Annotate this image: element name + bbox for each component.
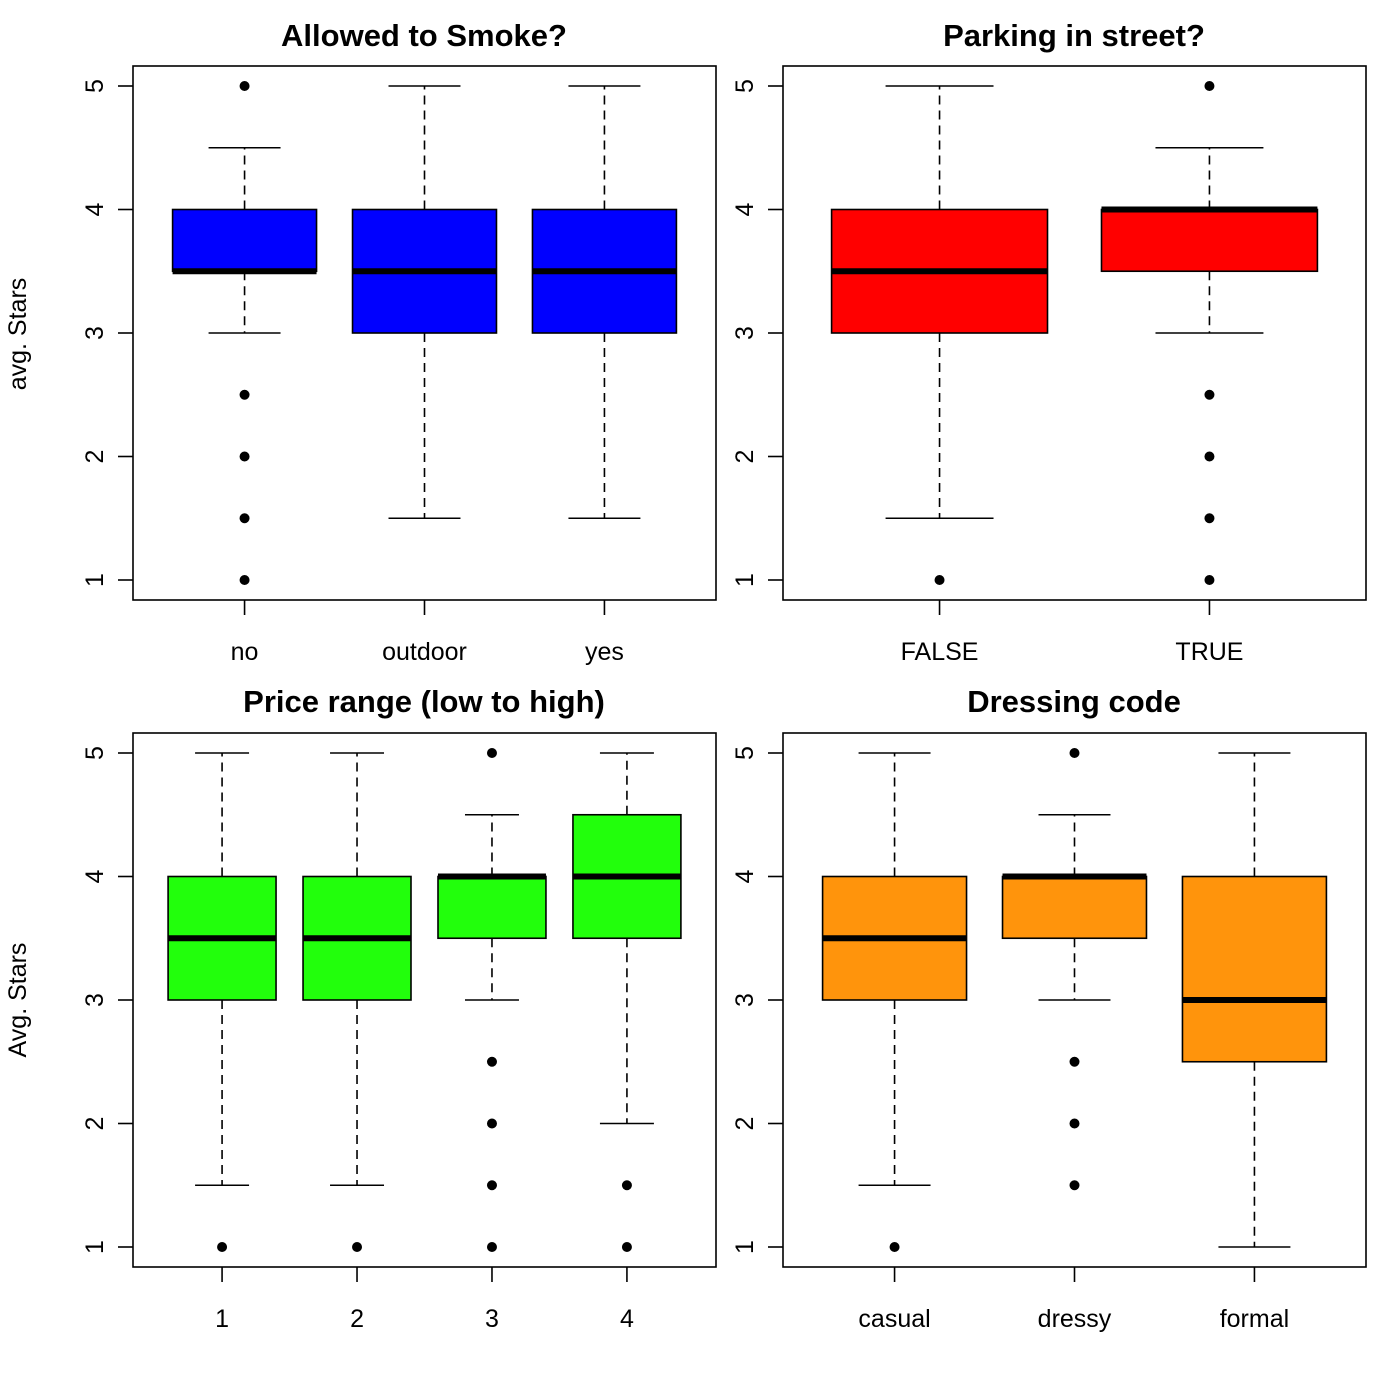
outlier-point [1204, 575, 1215, 585]
panel-allowed-to-smoke: Allowed to Smoke? avg. Stars 1 2 3 4 5 no outdoo… [4, 18, 717, 666]
x-tick-label: FALSE [901, 638, 979, 666]
y-tick-label: 3 [81, 326, 109, 340]
box-dressy [1001, 748, 1148, 1191]
box-iqr [1001, 875, 1148, 940]
y-tick-label: 1 [731, 1240, 759, 1254]
panel-title: Parking in street? [943, 18, 1205, 53]
outlier-point [1069, 1180, 1080, 1191]
y-tick-label: 1 [731, 573, 759, 587]
outlier-point [1204, 513, 1215, 524]
outlier-point [1204, 389, 1215, 400]
outlier-point [1204, 451, 1215, 462]
box-4 [572, 752, 682, 1252]
panel-dressing-code: Dressing code 1 2 3 4 5 casual dressy formal [731, 684, 1367, 1333]
outlier-point [934, 575, 945, 585]
x-tick-label: casual [858, 1305, 930, 1333]
box-3 [437, 748, 547, 1252]
y-tick-label: 5 [81, 746, 109, 760]
panel-title: Price range (low to high) [243, 684, 605, 719]
box-iqr [171, 208, 318, 273]
box-no [171, 81, 318, 585]
x-tick-label: no [231, 638, 259, 666]
outlier-point [1069, 748, 1080, 758]
y-tick-label: 5 [731, 746, 759, 760]
y-tick-label: 3 [731, 326, 759, 340]
box-yes [531, 85, 678, 520]
box-iqr [1100, 208, 1319, 273]
outlier-point [889, 1242, 900, 1252]
y-tick-label: 5 [731, 79, 759, 93]
outlier-point [239, 451, 250, 462]
outlier-point [239, 575, 250, 585]
box-iqr [1181, 875, 1328, 1063]
box-TRUE [1100, 81, 1319, 585]
y-tick-label: 2 [81, 450, 109, 464]
x-tick-label: TRUE [1175, 638, 1243, 666]
box-2 [302, 752, 412, 1252]
y-tick-label: 1 [81, 573, 109, 587]
y-tick-label: 5 [81, 79, 109, 93]
y-axis-label: Avg. Stars [4, 943, 32, 1058]
x-tick-label: yes [585, 638, 624, 666]
box-FALSE [830, 85, 1049, 585]
panel-price-range: Price range (low to high) Avg. Stars 1 2 3 4 5… [4, 684, 717, 1333]
box-1 [167, 752, 277, 1252]
box-outdoor [351, 85, 498, 520]
box-iqr [437, 875, 547, 940]
y-tick-label: 2 [731, 450, 759, 464]
y-tick-label: 4 [81, 869, 109, 883]
box-formal [1181, 752, 1328, 1248]
x-tick-label: 4 [620, 1305, 634, 1333]
x-tick-label: 1 [215, 1305, 229, 1333]
x-tick-label: formal [1220, 1305, 1289, 1333]
outlier-point [1069, 1118, 1080, 1129]
panel-parking-in-street: Parking in street? 1 2 3 4 5 FALSE TRUE [731, 18, 1367, 666]
outlier-point [239, 389, 250, 400]
x-tick-label: dressy [1038, 1305, 1112, 1333]
outlier-point [217, 1242, 228, 1252]
y-tick-label: 2 [81, 1117, 109, 1131]
outlier-point [486, 1056, 497, 1067]
outlier-point [352, 1242, 363, 1252]
outlier-point [1204, 81, 1215, 91]
outlier-point [486, 1180, 497, 1191]
y-tick-label: 4 [731, 202, 759, 216]
y-tick-label: 4 [731, 869, 759, 883]
x-tick-label: outdoor [382, 638, 467, 666]
outlier-point [486, 748, 497, 758]
panel-title: Allowed to Smoke? [281, 18, 567, 53]
y-axis-label: avg. Stars [4, 278, 32, 391]
outlier-point [239, 81, 250, 91]
y-tick-label: 1 [81, 1240, 109, 1254]
outlier-point [621, 1242, 632, 1252]
outlier-point [1069, 1056, 1080, 1067]
y-tick-label: 2 [731, 1117, 759, 1131]
y-tick-label: 4 [81, 202, 109, 216]
outlier-point [239, 513, 250, 524]
panel-title: Dressing code [967, 684, 1181, 719]
y-tick-label: 3 [81, 993, 109, 1007]
outlier-point [621, 1180, 632, 1191]
x-tick-label: 3 [485, 1305, 499, 1333]
outlier-point [486, 1118, 497, 1129]
y-tick-label: 3 [731, 993, 759, 1007]
x-tick-label: 2 [350, 1305, 364, 1333]
outlier-point [486, 1242, 497, 1252]
box-casual [821, 752, 968, 1252]
